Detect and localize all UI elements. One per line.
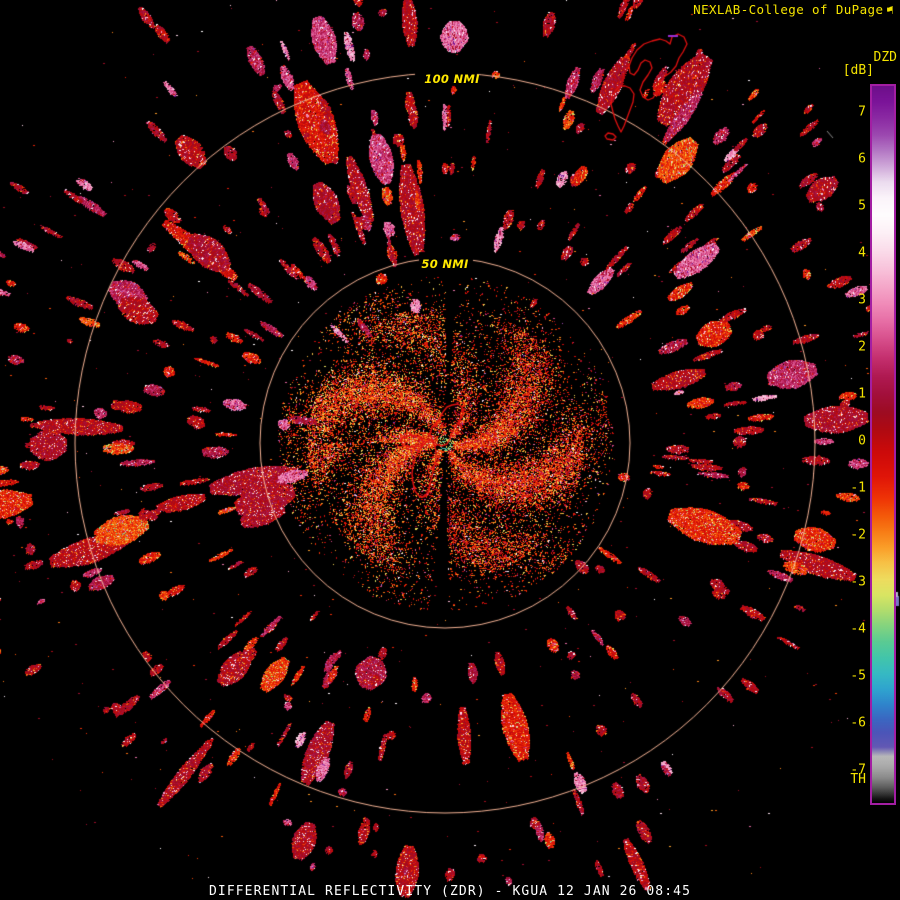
range-ring-label-100nmi: 100 NMI — [424, 72, 480, 86]
colorbar-gradient — [872, 86, 894, 803]
colorbar-tick-3: 4 — [858, 245, 866, 261]
colorbar-tick-4: 3 — [858, 292, 866, 308]
range-ring-label-50nmi: 50 NMI — [421, 257, 469, 271]
colorbar-units: [dB] — [842, 63, 874, 78]
brand-label: NEXLAB-College of DuPage ⚑ — [693, 2, 894, 18]
colorbar-tick-14: -7 — [850, 762, 866, 778]
colorbar-tick-8: -1 — [850, 480, 866, 496]
colorbar[interactable] — [870, 84, 896, 805]
brand-text: NEXLAB-College of DuPage — [693, 2, 884, 17]
colorbar-tick-2: 5 — [858, 198, 866, 214]
colorbar-tick-13: -6 — [850, 715, 866, 731]
colorbar-tick-7: 0 — [858, 433, 866, 449]
brand-flag-icon: ⚑ — [886, 3, 894, 17]
product-caption: DIFFERENTIAL REFLECTIVITY (ZDR) - KGUA 1… — [208, 884, 692, 899]
colorbar-tick-5: 2 — [858, 339, 866, 355]
colorbar-tick-9: -2 — [850, 527, 866, 543]
colorbar-border — [870, 84, 896, 805]
colorbar-footer-label: TH — [850, 772, 866, 787]
colorbar-tick-1: 6 — [858, 151, 866, 167]
colorbar-tick-10: -3 — [850, 574, 866, 590]
colorbar-tick-11: -4 — [850, 621, 866, 637]
colorbar-title: DZD — [873, 50, 897, 65]
colorbar-tick-12: -5 — [850, 668, 866, 684]
colorbar-tick-6: 1 — [858, 386, 866, 402]
colorbar-tick-0: 7 — [858, 104, 866, 120]
